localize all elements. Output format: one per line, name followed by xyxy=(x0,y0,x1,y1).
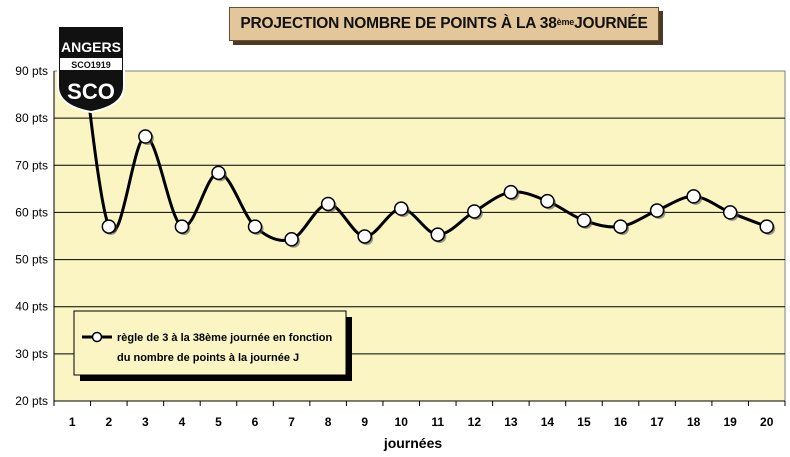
x-tick-label: 14 xyxy=(541,415,555,429)
data-point xyxy=(576,213,592,228)
y-tick-label: 30 pts xyxy=(15,347,48,361)
x-tick-label: 13 xyxy=(504,415,518,429)
x-tick-label: 11 xyxy=(431,415,444,429)
data-point xyxy=(467,204,482,219)
y-tick-label: 40 pts xyxy=(15,300,48,314)
x-tick-label: 4 xyxy=(179,415,186,429)
y-axis: 20 pts 30 pts 40 pts 50 pts 60 pts 70 pts 80 p… xyxy=(15,64,48,408)
x-tick-label: 10 xyxy=(395,415,409,429)
x-tick-label: 15 xyxy=(577,415,591,429)
data-point xyxy=(174,219,190,234)
y-tick-label: 70 pts xyxy=(15,158,48,172)
x-tick-label: 8 xyxy=(325,415,332,429)
x-tick-label: 6 xyxy=(252,415,259,429)
x-axis: 1 2 3 4 5 6 7 8 9 10 11 12 13 14 15 16 17 18 19 20 xyxy=(53,401,786,429)
x-tick-label: 9 xyxy=(361,415,368,429)
data-point xyxy=(101,219,117,234)
x-tick-label: 2 xyxy=(105,415,112,429)
x-tick-label: 18 xyxy=(687,415,701,429)
data-point xyxy=(686,189,701,204)
data-point xyxy=(357,229,372,244)
logo-text-bottom: SCO xyxy=(67,79,115,104)
data-point xyxy=(430,227,446,242)
legend-box xyxy=(73,310,347,376)
legend-marker-icon xyxy=(91,331,103,343)
legend-label-line-2: du nombre de points à la journée J xyxy=(117,352,299,364)
x-tick-label: 7 xyxy=(288,415,295,429)
data-point xyxy=(649,203,665,218)
legend: règle de 3 à la 38ème journée en fonctio… xyxy=(73,310,352,381)
chart-title-sup: ème xyxy=(556,17,575,27)
data-point xyxy=(247,219,263,234)
logo-text-top: ANGERS xyxy=(61,39,121,55)
chart-title-main: PROJECTION NOMBRE DE POINTS À LA 38 xyxy=(240,15,557,32)
legend-label-line-1: règle de 3 à la 38ème journée en fonctio… xyxy=(117,332,332,344)
chart-title: PROJECTION NOMBRE DE POINTS À LA 38 ème J… xyxy=(229,7,659,41)
data-point xyxy=(284,232,299,247)
y-tick-label: 20 pts xyxy=(15,394,48,408)
chart-title-end: JOURNÉE xyxy=(574,15,648,32)
data-point xyxy=(211,165,226,181)
y-tick-label: 80 pts xyxy=(15,111,48,125)
x-tick-label: 17 xyxy=(650,415,664,429)
x-tick-label: 5 xyxy=(215,415,222,429)
y-tick-label: 90 pts xyxy=(15,64,48,78)
logo-band xyxy=(60,58,122,70)
data-point xyxy=(722,205,738,220)
x-tick-label: 1 xyxy=(69,415,76,429)
data-point xyxy=(320,196,336,212)
x-tick-label: 12 xyxy=(468,415,482,429)
data-point xyxy=(393,201,409,216)
x-tick-label: 16 xyxy=(614,415,628,429)
data-point xyxy=(759,219,774,234)
angers-sco-logo: ANGERS SCO1919 SCO xyxy=(57,25,125,114)
x-tick-label: 19 xyxy=(723,415,737,429)
y-tick-label: 60 pts xyxy=(15,205,48,219)
logo-text-band: SCO1919 xyxy=(71,60,111,70)
data-point xyxy=(138,129,153,144)
data-point xyxy=(540,193,555,209)
x-tick-label: 20 xyxy=(760,415,774,429)
series-group xyxy=(83,71,776,248)
x-axis-label: journées xyxy=(383,435,443,451)
y-tick-label: 50 pts xyxy=(15,253,48,267)
data-point xyxy=(613,219,628,234)
x-tick-label: 3 xyxy=(142,415,149,429)
data-point xyxy=(503,184,519,200)
